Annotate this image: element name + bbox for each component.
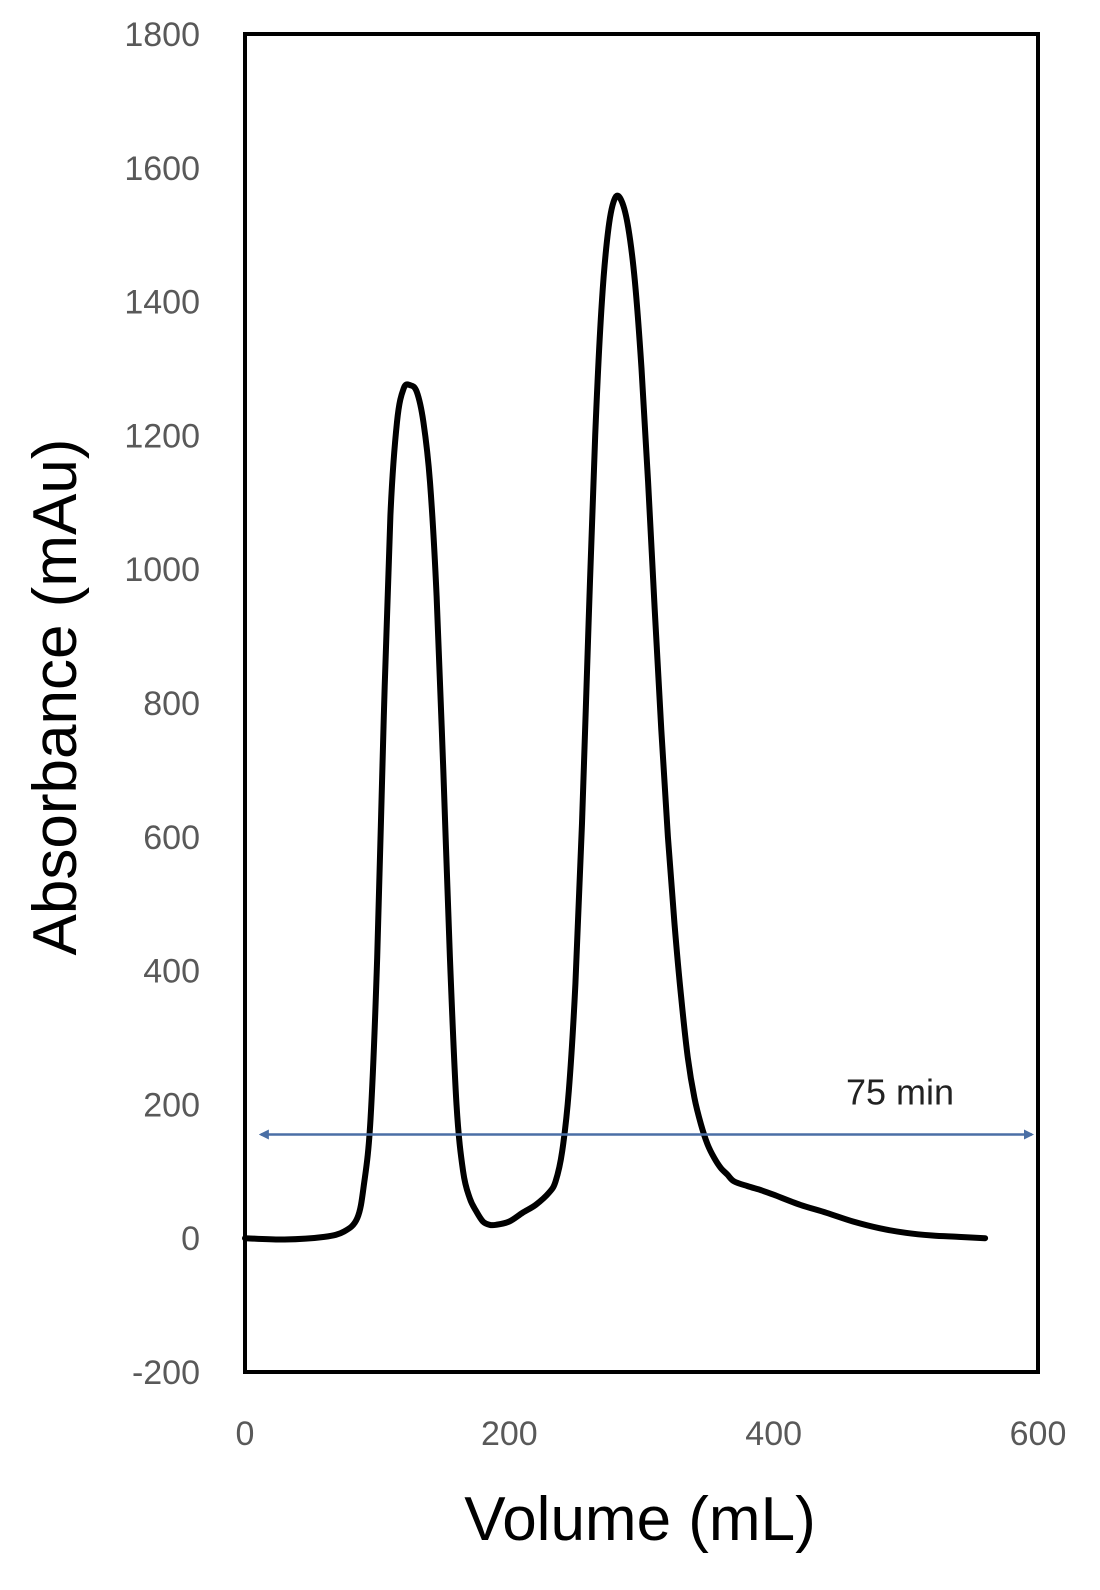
x-tick-label: 400 xyxy=(745,1415,802,1453)
y-tick-label: 0 xyxy=(181,1220,200,1258)
x-tick-label: 600 xyxy=(1010,1415,1067,1453)
x-axis-title: Volume (mL) xyxy=(464,1485,815,1554)
annotation-layer: 75 min xyxy=(258,1072,1034,1140)
y-tick-label: 800 xyxy=(143,685,200,723)
y-tick-label: -200 xyxy=(132,1354,200,1392)
duration-label: 75 min xyxy=(846,1072,954,1113)
x-tick-label: 0 xyxy=(236,1415,255,1453)
y-tick-label: 1400 xyxy=(124,284,200,322)
y-tick-label: 1200 xyxy=(124,417,200,455)
series-layer xyxy=(242,192,989,1243)
y-tick-label: 1600 xyxy=(124,150,200,188)
x-tick-label: 200 xyxy=(481,1415,538,1453)
x-axis-ticks: 0 200 400 600 xyxy=(236,1415,1067,1453)
y-tick-label: 1800 xyxy=(124,16,200,54)
y-tick-label: 600 xyxy=(143,819,200,857)
absorbance-curve xyxy=(242,192,989,1243)
y-tick-label: 1000 xyxy=(124,551,200,589)
plot-frame xyxy=(243,32,1040,1374)
y-tick-label: 200 xyxy=(143,1086,200,1124)
y-axis-title: Absorbance (mAu) xyxy=(21,439,90,956)
y-axis-ticks: 1800 1600 1400 1200 1000 800 600 400 200 0 -200 xyxy=(124,16,200,1392)
y-tick-label: 400 xyxy=(143,953,200,991)
